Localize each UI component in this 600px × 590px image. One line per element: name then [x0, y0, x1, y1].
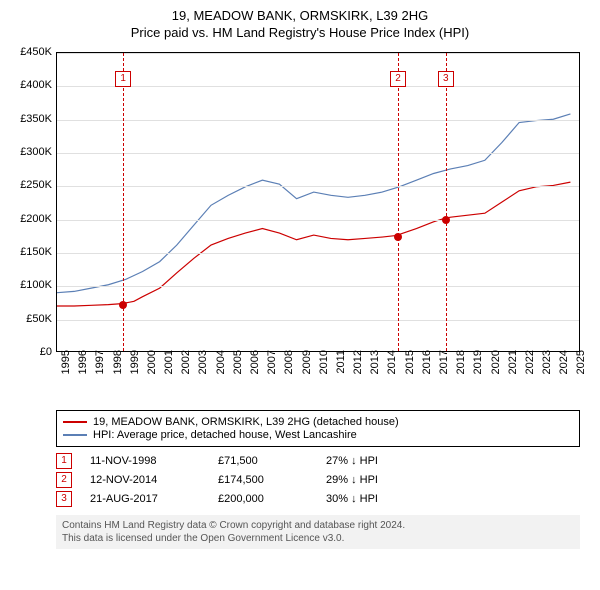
- x-tick-label: 2024: [558, 350, 570, 390]
- event-delta: 27% ↓ HPI: [326, 455, 436, 467]
- price-chart: £0 £50K £100K £150K £200K £250K £300K £350K £400…: [10, 46, 590, 406]
- chart-lines: [57, 53, 579, 351]
- x-tick-label: 2008: [283, 350, 295, 390]
- x-tick-label: 2014: [386, 350, 398, 390]
- y-tick-label: £450K: [10, 46, 52, 58]
- x-tick-label: 2015: [404, 350, 416, 390]
- marker-vline: [446, 53, 447, 351]
- x-tick-label: 2022: [524, 350, 536, 390]
- x-tick-label: 2019: [472, 350, 484, 390]
- x-tick-label: 2006: [249, 350, 261, 390]
- event-delta: 30% ↓ HPI: [326, 493, 436, 505]
- x-tick-label: 2003: [197, 350, 209, 390]
- x-tick-label: 2004: [215, 350, 227, 390]
- event-row: 3 21-AUG-2017 £200,000 30% ↓ HPI: [56, 491, 580, 507]
- x-tick-label: 2025: [575, 350, 587, 390]
- event-date: 11-NOV-1998: [90, 455, 200, 467]
- x-tick-label: 2020: [490, 350, 502, 390]
- x-tick-label: 2017: [438, 350, 450, 390]
- x-tick-label: 2009: [301, 350, 313, 390]
- x-tick-label: 2007: [266, 350, 278, 390]
- x-tick-label: 2000: [146, 350, 158, 390]
- series-line: [57, 182, 570, 306]
- x-tick-label: 2013: [369, 350, 381, 390]
- series-line: [57, 114, 570, 293]
- y-tick-label: £150K: [10, 246, 52, 258]
- event-price: £174,500: [218, 474, 308, 486]
- footer-line: This data is licensed under the Open Gov…: [62, 532, 574, 545]
- x-tick-label: 2018: [455, 350, 467, 390]
- footer-attribution: Contains HM Land Registry data © Crown c…: [56, 515, 580, 549]
- y-tick-label: £100K: [10, 279, 52, 291]
- legend-item: HPI: Average price, detached house, West…: [63, 429, 573, 441]
- y-tick-label: £200K: [10, 213, 52, 225]
- marker-dot: [394, 233, 402, 241]
- x-tick-label: 1996: [77, 350, 89, 390]
- legend-swatch: [63, 434, 87, 436]
- subtitle: Price paid vs. HM Land Registry's House …: [10, 25, 590, 40]
- marker-label: 2: [390, 71, 406, 87]
- x-tick-label: 2005: [232, 350, 244, 390]
- legend-item: 19, MEADOW BANK, ORMSKIRK, L39 2HG (deta…: [63, 416, 573, 428]
- x-tick-label: 1998: [112, 350, 124, 390]
- event-row: 2 12-NOV-2014 £174,500 29% ↓ HPI: [56, 472, 580, 488]
- x-tick-label: 2021: [507, 350, 519, 390]
- legend: 19, MEADOW BANK, ORMSKIRK, L39 2HG (deta…: [56, 410, 580, 447]
- event-date: 12-NOV-2014: [90, 474, 200, 486]
- footer-line: Contains HM Land Registry data © Crown c…: [62, 519, 574, 532]
- x-tick-label: 1995: [60, 350, 72, 390]
- x-tick-label: 1999: [129, 350, 141, 390]
- x-tick-label: 2002: [180, 350, 192, 390]
- x-tick-label: 1997: [94, 350, 106, 390]
- y-tick-label: £400K: [10, 79, 52, 91]
- y-tick-label: £50K: [10, 313, 52, 325]
- marker-label: 1: [115, 71, 131, 87]
- event-marker: 3: [56, 491, 72, 507]
- x-tick-label: 2023: [541, 350, 553, 390]
- event-row: 1 11-NOV-1998 £71,500 27% ↓ HPI: [56, 453, 580, 469]
- x-tick-label: 2001: [163, 350, 175, 390]
- event-delta: 29% ↓ HPI: [326, 474, 436, 486]
- y-tick-label: £250K: [10, 179, 52, 191]
- event-marker: 2: [56, 472, 72, 488]
- y-tick-label: £350K: [10, 113, 52, 125]
- legend-swatch: [63, 421, 87, 423]
- x-tick-label: 2012: [352, 350, 364, 390]
- event-date: 21-AUG-2017: [90, 493, 200, 505]
- y-tick-label: £0: [10, 346, 52, 358]
- page-title: 19, MEADOW BANK, ORMSKIRK, L39 2HG: [10, 8, 590, 23]
- events-table: 1 11-NOV-1998 £71,500 27% ↓ HPI 2 12-NOV…: [56, 453, 580, 507]
- marker-vline: [398, 53, 399, 351]
- marker-dot: [119, 301, 127, 309]
- plot-area: 1 2 3: [56, 52, 580, 352]
- y-tick-label: £300K: [10, 146, 52, 158]
- x-tick-label: 2010: [318, 350, 330, 390]
- marker-dot: [442, 216, 450, 224]
- event-price: £71,500: [218, 455, 308, 467]
- x-tick-label: 2016: [421, 350, 433, 390]
- x-tick-label: 2011: [335, 350, 347, 390]
- legend-label: HPI: Average price, detached house, West…: [93, 429, 357, 441]
- event-marker: 1: [56, 453, 72, 469]
- event-price: £200,000: [218, 493, 308, 505]
- marker-label: 3: [438, 71, 454, 87]
- legend-label: 19, MEADOW BANK, ORMSKIRK, L39 2HG (deta…: [93, 416, 399, 428]
